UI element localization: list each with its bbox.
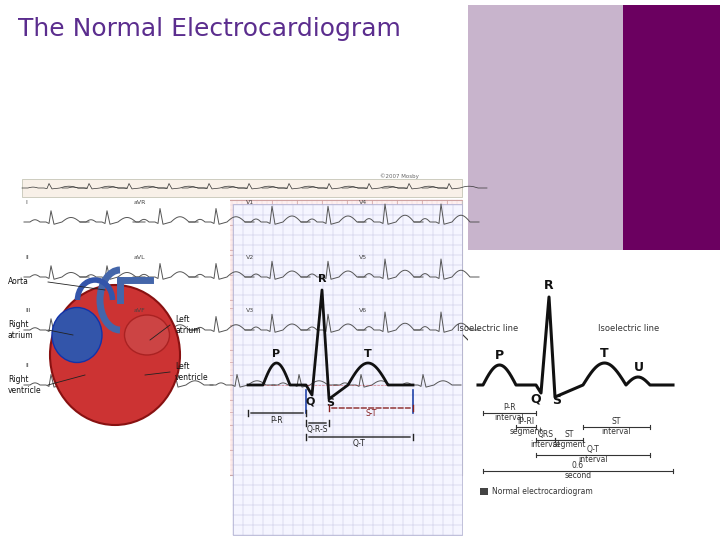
Text: S: S <box>326 398 334 408</box>
Text: Left
ventricle: Left ventricle <box>175 362 209 382</box>
Text: II: II <box>25 363 29 368</box>
Text: V1: V1 <box>246 200 254 205</box>
Text: Q: Q <box>305 396 315 406</box>
Text: P: P <box>272 349 280 359</box>
Text: aVF: aVF <box>134 308 145 313</box>
Bar <box>480 488 488 495</box>
Text: QRS
interval: QRS interval <box>531 430 560 449</box>
Text: U: U <box>634 361 644 374</box>
Text: III: III <box>25 308 31 313</box>
Bar <box>233 204 462 535</box>
Text: Left
atrium: Left atrium <box>175 315 201 335</box>
Text: S-T: S-T <box>365 409 377 418</box>
Text: R: R <box>318 274 326 284</box>
Text: P: P <box>495 349 503 362</box>
Text: aVR: aVR <box>134 200 146 205</box>
Bar <box>468 5 623 250</box>
Bar <box>468 252 718 535</box>
Text: Q-R-S: Q-R-S <box>306 425 328 434</box>
Text: T: T <box>600 347 608 360</box>
Text: I: I <box>25 200 27 205</box>
Ellipse shape <box>52 307 102 362</box>
Text: 0.6
second: 0.6 second <box>564 461 592 480</box>
Text: V6: V6 <box>359 308 367 313</box>
Text: T: T <box>364 349 372 359</box>
Text: The Normal Electrocardiogram: The Normal Electrocardiogram <box>18 17 401 41</box>
Text: ©2007 Mosby: ©2007 Mosby <box>380 173 419 179</box>
Text: Q-T
interval: Q-T interval <box>578 446 608 464</box>
Text: Isoelectric line: Isoelectric line <box>457 324 518 333</box>
Text: II: II <box>25 255 29 260</box>
Text: V3: V3 <box>246 308 254 313</box>
Text: V2: V2 <box>246 255 254 260</box>
Ellipse shape <box>125 315 169 355</box>
Bar <box>22 200 462 475</box>
Text: P-R
interval: P-R interval <box>495 403 524 422</box>
Bar <box>5 199 230 535</box>
Bar <box>623 5 720 250</box>
Text: P-R: P-R <box>271 416 283 425</box>
Ellipse shape <box>50 285 180 425</box>
Text: ST
segment: ST segment <box>552 430 586 449</box>
Text: Normal electrocardiogram: Normal electrocardiogram <box>492 488 593 496</box>
Text: Isoelectric line: Isoelectric line <box>598 324 660 333</box>
Text: Aorta: Aorta <box>8 278 29 287</box>
Text: V4: V4 <box>359 200 367 205</box>
Text: S: S <box>552 394 562 407</box>
Text: V5: V5 <box>359 255 367 260</box>
Text: Right
ventricle: Right ventricle <box>8 375 42 395</box>
Text: R: R <box>544 279 554 292</box>
Text: Q-T: Q-T <box>353 439 365 448</box>
Text: aVL: aVL <box>134 255 145 260</box>
Text: IP-RI
segment: IP-RI segment <box>509 417 543 436</box>
Text: Q: Q <box>531 393 541 406</box>
Bar <box>22 179 462 197</box>
Text: Right
atrium: Right atrium <box>8 320 34 340</box>
Text: ST
interval: ST interval <box>602 417 631 436</box>
